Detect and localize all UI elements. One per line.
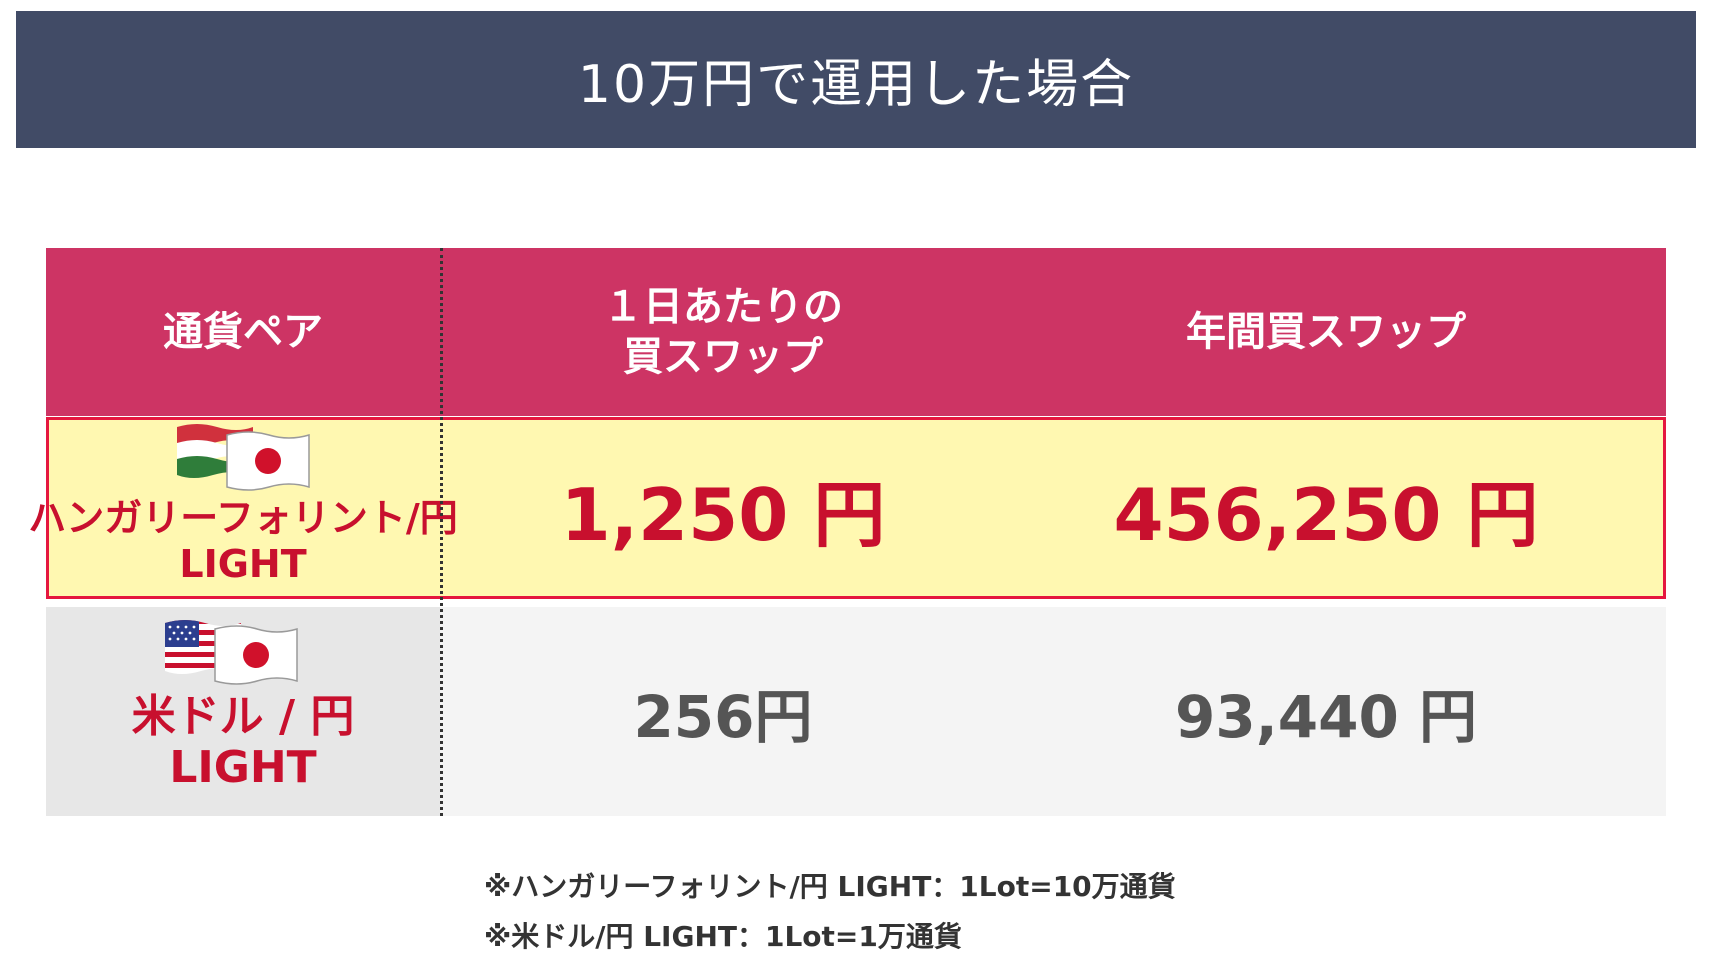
header-daily-swap-line1: １日あたりの <box>603 284 843 330</box>
daily-swap-value: 256円 <box>633 682 813 751</box>
table-row: ハンガリーフォリント/円 LIGHT 1,250 円 456,250 円 <box>28 417 1666 599</box>
currency-pair-variant: LIGHT <box>179 542 307 586</box>
flag-pair <box>173 421 313 495</box>
footnotes: ※ハンガリーフォリント/円 LIGHT：1Lot=10万通貨 ※米ドル/円 LI… <box>484 862 1176 962</box>
japan-flag-icon <box>214 625 298 685</box>
page-title: 10万円で運用した場合 <box>16 11 1696 148</box>
table-row: 米ドル / 円 LIGHT 256円 93,440 円 <box>46 607 1666 816</box>
table-header: 通貨ペア １日あたりの 買スワップ 年間買スワップ <box>46 248 1666 416</box>
currency-pair-name: ハンガリーフォリント/円 <box>28 496 458 540</box>
japan-flag-icon <box>226 431 310 491</box>
highlight-border <box>46 417 1666 599</box>
currency-pair-name: 米ドル / 円 <box>131 691 355 742</box>
header-annual-swap: 年間買スワップ <box>1186 309 1466 355</box>
footnote: ※米ドル/円 LIGHT：1Lot=1万通貨 <box>484 920 962 953</box>
annual-swap-value: 456,250 円 <box>1113 472 1539 557</box>
currency-pair-variant: LIGHT <box>169 742 317 793</box>
header-currency-pair: 通貨ペア <box>163 309 323 355</box>
currency-pair-cell: ハンガリーフォリント/円 LIGHT <box>28 421 458 587</box>
daily-swap-value: 1,250 円 <box>560 472 886 557</box>
annual-swap-value: 93,440 円 <box>1174 682 1477 751</box>
column-divider <box>440 248 443 816</box>
swap-table: 通貨ペア １日あたりの 買スワップ 年間買スワップ ハンガリーフォリント/円 L… <box>28 248 1666 816</box>
flag-pair <box>165 617 313 691</box>
currency-pair-cell: 米ドル / 円 LIGHT <box>46 617 440 793</box>
header-daily-swap-line2: 買スワップ <box>623 334 823 380</box>
hungary-flag-icon <box>177 424 253 478</box>
footnote: ※ハンガリーフォリント/円 LIGHT：1Lot=10万通貨 <box>484 870 1176 903</box>
header-daily-swap: １日あたりの 買スワップ <box>443 248 1003 416</box>
